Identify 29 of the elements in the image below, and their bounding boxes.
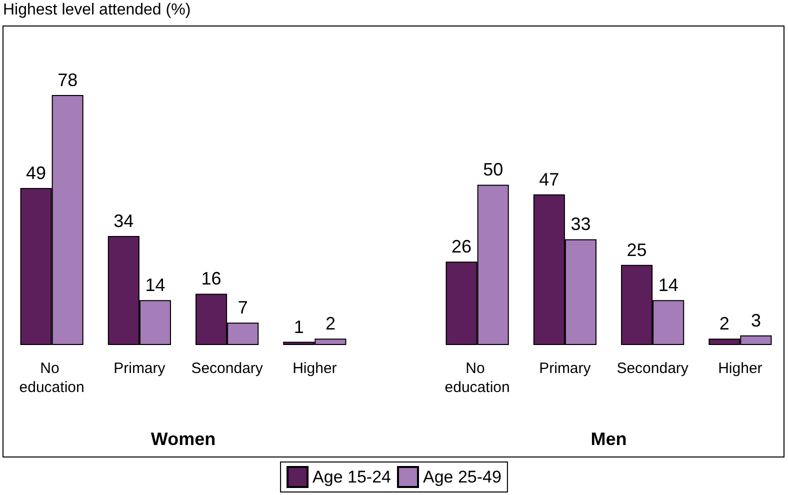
data-label: 14: [145, 275, 166, 296]
data-label: 14: [658, 275, 678, 296]
data-label: 2: [325, 314, 336, 334]
data-label: 50: [483, 160, 504, 180]
data-label: 26: [452, 236, 472, 257]
data-label: 47: [539, 169, 560, 190]
data-label: 3: [750, 310, 761, 330]
data-label: 78: [58, 70, 78, 90]
y-axis-title: Highest level attended (%): [3, 2, 191, 18]
x-tick-label: Primary: [539, 360, 592, 377]
x-tick-label: Secondary: [616, 360, 689, 377]
x-axis-title: Women: [150, 429, 216, 449]
x-tick-label: No education: [444, 360, 510, 396]
x-axis-title: Men: [590, 429, 627, 449]
data-label: 16: [201, 268, 222, 289]
data-label: 33: [570, 214, 591, 234]
x-tick-label: Primary: [114, 360, 166, 377]
data-label: 25: [626, 240, 647, 260]
x-tick-label: Higher: [292, 360, 337, 377]
data-label: 1: [294, 316, 304, 337]
x-tick-label: Secondary: [191, 360, 264, 377]
data-label: 2: [719, 314, 730, 334]
data-label: 34: [114, 211, 134, 232]
x-tick-label: No education: [19, 360, 84, 396]
data-label: 7: [238, 298, 248, 318]
legend-label: Age 25-49: [423, 468, 502, 486]
legend-label: Age 15-24: [312, 468, 391, 486]
x-tick-label: Higher: [718, 360, 762, 377]
data-label: 49: [26, 162, 46, 183]
